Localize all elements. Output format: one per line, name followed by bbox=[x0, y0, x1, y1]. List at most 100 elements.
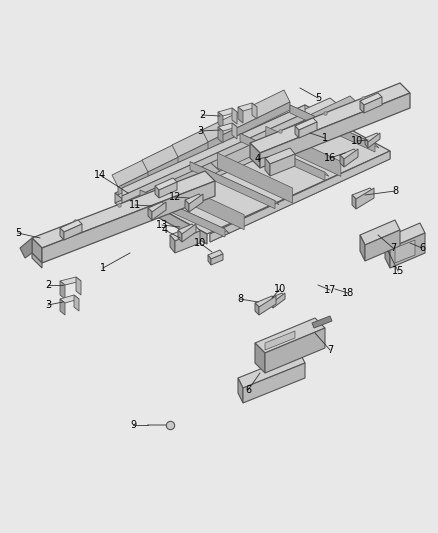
Polygon shape bbox=[360, 101, 364, 113]
Polygon shape bbox=[390, 233, 425, 268]
Polygon shape bbox=[60, 281, 65, 299]
Polygon shape bbox=[208, 250, 223, 259]
Text: 10: 10 bbox=[274, 284, 286, 294]
Polygon shape bbox=[280, 96, 360, 138]
Polygon shape bbox=[210, 129, 290, 171]
Polygon shape bbox=[360, 235, 365, 261]
Polygon shape bbox=[240, 133, 325, 180]
Polygon shape bbox=[148, 132, 230, 180]
Text: 14: 14 bbox=[94, 170, 106, 180]
Text: 17: 17 bbox=[324, 285, 336, 295]
Polygon shape bbox=[232, 123, 237, 139]
Polygon shape bbox=[295, 118, 317, 130]
Text: 5: 5 bbox=[15, 228, 21, 238]
Text: 5: 5 bbox=[315, 93, 321, 103]
Polygon shape bbox=[178, 230, 182, 242]
Text: 9: 9 bbox=[130, 420, 136, 430]
Text: 16: 16 bbox=[324, 153, 336, 163]
Polygon shape bbox=[259, 296, 276, 315]
Polygon shape bbox=[140, 162, 220, 204]
Polygon shape bbox=[178, 224, 196, 234]
Polygon shape bbox=[112, 135, 200, 187]
Polygon shape bbox=[364, 97, 382, 113]
Polygon shape bbox=[352, 188, 374, 199]
Polygon shape bbox=[60, 295, 79, 303]
Polygon shape bbox=[218, 123, 237, 131]
Polygon shape bbox=[115, 133, 265, 205]
Polygon shape bbox=[250, 143, 260, 168]
Polygon shape bbox=[170, 235, 175, 253]
Polygon shape bbox=[270, 293, 285, 302]
Polygon shape bbox=[20, 238, 32, 258]
Polygon shape bbox=[243, 363, 305, 403]
Polygon shape bbox=[250, 83, 410, 153]
Polygon shape bbox=[182, 224, 196, 242]
Polygon shape bbox=[32, 253, 42, 268]
Polygon shape bbox=[295, 126, 299, 138]
Polygon shape bbox=[64, 224, 82, 240]
Text: 11: 11 bbox=[129, 200, 141, 210]
Polygon shape bbox=[368, 133, 380, 148]
Text: 12: 12 bbox=[169, 192, 181, 202]
Polygon shape bbox=[155, 186, 159, 198]
Polygon shape bbox=[175, 231, 200, 253]
Polygon shape bbox=[172, 105, 260, 157]
Polygon shape bbox=[260, 93, 410, 168]
Polygon shape bbox=[60, 299, 65, 315]
Polygon shape bbox=[356, 188, 374, 209]
Polygon shape bbox=[122, 188, 207, 244]
Polygon shape bbox=[142, 120, 230, 172]
Text: 1: 1 bbox=[322, 133, 328, 143]
Polygon shape bbox=[155, 178, 177, 190]
Polygon shape bbox=[252, 103, 257, 119]
Polygon shape bbox=[299, 122, 317, 138]
Polygon shape bbox=[266, 126, 341, 176]
Text: 4: 4 bbox=[162, 225, 168, 235]
Polygon shape bbox=[195, 98, 345, 170]
Polygon shape bbox=[60, 277, 81, 285]
Polygon shape bbox=[238, 353, 305, 388]
Text: 8: 8 bbox=[237, 294, 243, 304]
Polygon shape bbox=[140, 190, 229, 233]
Polygon shape bbox=[208, 255, 211, 265]
Polygon shape bbox=[210, 151, 390, 242]
Polygon shape bbox=[115, 193, 130, 215]
Polygon shape bbox=[122, 113, 305, 203]
Polygon shape bbox=[42, 181, 215, 263]
Text: 7: 7 bbox=[390, 243, 396, 253]
Polygon shape bbox=[190, 161, 275, 208]
Polygon shape bbox=[74, 295, 79, 311]
Polygon shape bbox=[255, 318, 325, 353]
Text: 10: 10 bbox=[351, 136, 363, 146]
Polygon shape bbox=[365, 230, 400, 261]
Polygon shape bbox=[169, 180, 244, 230]
Text: 3: 3 bbox=[197, 126, 203, 136]
Polygon shape bbox=[32, 171, 215, 248]
Polygon shape bbox=[290, 105, 375, 152]
Polygon shape bbox=[340, 149, 358, 159]
Polygon shape bbox=[270, 154, 295, 176]
Polygon shape bbox=[178, 117, 260, 165]
Text: 1: 1 bbox=[100, 263, 106, 273]
Polygon shape bbox=[360, 220, 400, 245]
Polygon shape bbox=[240, 133, 329, 176]
Polygon shape bbox=[385, 238, 390, 268]
Polygon shape bbox=[255, 296, 276, 307]
Polygon shape bbox=[238, 378, 243, 403]
Polygon shape bbox=[218, 153, 293, 203]
Polygon shape bbox=[115, 143, 265, 215]
Polygon shape bbox=[140, 190, 225, 237]
Polygon shape bbox=[395, 240, 415, 263]
Text: 7: 7 bbox=[327, 345, 333, 355]
Text: 2: 2 bbox=[45, 280, 51, 290]
Polygon shape bbox=[148, 202, 166, 212]
Polygon shape bbox=[365, 138, 368, 148]
Polygon shape bbox=[185, 194, 203, 204]
Polygon shape bbox=[60, 220, 82, 232]
Polygon shape bbox=[118, 147, 200, 195]
Polygon shape bbox=[255, 303, 259, 315]
Polygon shape bbox=[76, 277, 81, 295]
Polygon shape bbox=[152, 202, 166, 220]
Polygon shape bbox=[210, 110, 345, 180]
Polygon shape bbox=[159, 182, 177, 198]
